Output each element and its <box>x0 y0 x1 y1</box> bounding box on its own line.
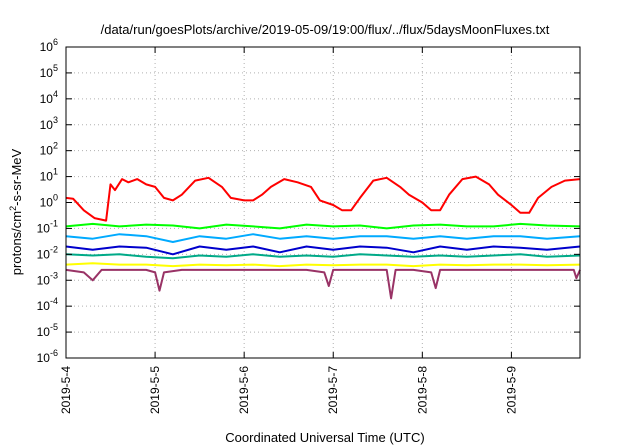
y-tick-label: 10-4 <box>37 296 58 313</box>
series-line-4 <box>65 245 581 256</box>
y-tick-label: 10-2 <box>37 244 58 261</box>
x-tick-label: 2019-5-7 <box>326 366 340 414</box>
y-tick-label: 10-5 <box>37 322 58 339</box>
series-line-5 <box>65 253 581 260</box>
x-tick-label: 2019-5-4 <box>59 366 73 414</box>
series-line-1 <box>65 175 581 222</box>
y-axis-label-rest: -s-sr-MeV <box>9 148 24 205</box>
x-tick-label: 2019-5-5 <box>148 366 162 414</box>
x-axis-label: Coordinated Universal Time (UTC) <box>225 430 424 445</box>
y-tick-label: 102 <box>40 141 58 158</box>
series-line-2 <box>65 222 581 230</box>
y-tick-label: 101 <box>40 167 58 184</box>
chart-title: /data/run/goesPlots/archive/2019-05-09/1… <box>101 22 550 37</box>
x-tick-label: 2019-5-6 <box>237 366 251 414</box>
y-tick-label: 105 <box>40 63 58 80</box>
series-layer <box>65 175 581 300</box>
plot-frame <box>65 46 581 359</box>
series-line-7 <box>65 268 581 300</box>
y-tick-label: 10-6 <box>37 348 58 365</box>
grid-lines <box>66 47 580 358</box>
y-axis-label-exp: 2 <box>8 206 18 211</box>
y-tick-label: 106 <box>40 37 58 54</box>
y-tick-label: 100 <box>40 193 58 210</box>
y-axis-label: protons/cm2-s-sr-MeV <box>8 148 24 275</box>
y-tick-label: 10-3 <box>37 270 58 287</box>
y-tick-label: 104 <box>40 89 58 106</box>
y-tick-label: 103 <box>40 115 58 132</box>
series-line-3 <box>65 233 581 243</box>
x-tick-label: 2019-5-8 <box>415 366 429 414</box>
series-line-6 <box>65 262 581 268</box>
axis-ticks: 10-6 10-5 10-4 10-3 10-2 10-1 100 101 102 103 104 1… <box>37 37 580 414</box>
x-tick-label: 2019-5-9 <box>504 366 518 414</box>
y-tick-label: 10-1 <box>37 218 58 235</box>
y-axis-label-base: protons/cm <box>9 211 24 275</box>
